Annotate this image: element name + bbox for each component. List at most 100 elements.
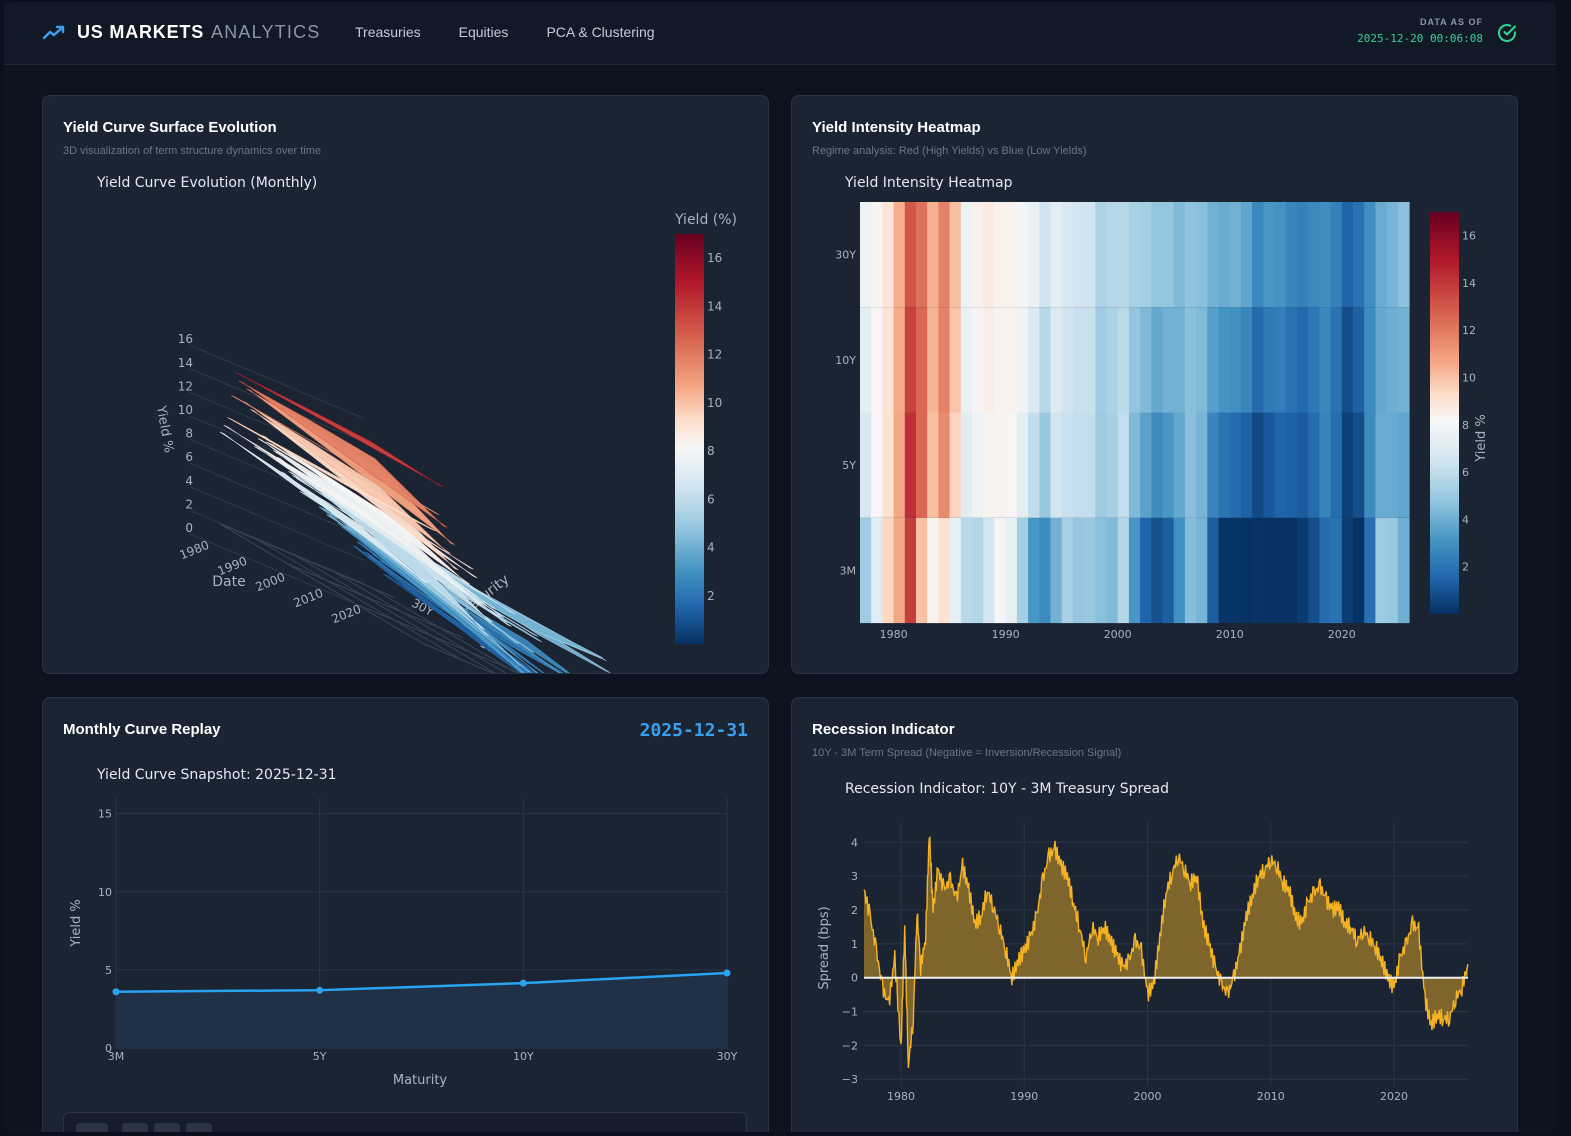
heatmap-cell <box>1229 517 1242 624</box>
heatmap-cell <box>1151 202 1164 308</box>
heatmap-cell <box>1005 412 1018 518</box>
z-axis-label: Yield % <box>153 404 176 454</box>
end-button[interactable] <box>186 1123 212 1132</box>
x-tick-label: 2020 <box>1380 1090 1408 1103</box>
data-point[interactable] <box>316 986 324 994</box>
date-tick-label: 2010 <box>292 586 326 610</box>
heatmap-cell <box>1319 307 1332 413</box>
x-tick-label: 1990 <box>992 628 1020 641</box>
heatmap-cell <box>1297 307 1309 413</box>
heatmap-cell <box>882 517 895 624</box>
next-button[interactable] <box>154 1123 180 1132</box>
spread-chart[interactable]: Recession Indicator: 10Y - 3M Treasury S… <box>792 698 1517 1132</box>
heatmap-cell <box>1297 517 1309 624</box>
surface-ribbon <box>223 425 432 563</box>
brand[interactable]: US MARKETS ANALYTICS <box>42 22 321 43</box>
heatmap-cell <box>1375 202 1388 308</box>
colorbar-tick-label: 8 <box>1462 419 1469 432</box>
heatmap-cell <box>1375 307 1388 413</box>
heatmap-cell <box>916 412 928 518</box>
heatmap-cell <box>960 517 973 624</box>
heatmap-cell <box>994 307 1007 413</box>
heatmap-cell <box>1151 517 1164 624</box>
heatmap-cell <box>1297 412 1309 518</box>
heatmap-cell <box>1285 412 1298 518</box>
heatmap-cell <box>927 412 939 518</box>
heatmap-cell <box>1106 202 1119 308</box>
y-tick-label: 4 <box>851 836 858 849</box>
heatmap-chart[interactable]: Yield Intensity Heatmap 30Y 10Y 5Y 3M 1980 19… <box>792 96 1517 673</box>
y-tick-label: 3M <box>840 564 857 577</box>
nav-item-pca-clustering[interactable]: PCA & Clustering <box>546 24 655 40</box>
data-as-of-value: 2025-12-20 00:06:08 <box>1357 32 1483 45</box>
heatmap-cell <box>960 307 973 413</box>
heatmap-cell <box>916 202 928 308</box>
surface-grid-line <box>423 643 495 673</box>
heatmap-cell <box>1173 307 1186 413</box>
heatmap-cell <box>1028 517 1040 624</box>
heatmap-cell <box>972 517 984 624</box>
heatmap-cell <box>1196 412 1208 518</box>
main-nav: Treasuries Equities PCA & Clustering <box>355 24 655 40</box>
heatmap-cell <box>927 307 939 413</box>
x-tick-label: 2000 <box>1104 628 1132 641</box>
heatmap-cell <box>1106 307 1119 413</box>
data-point[interactable] <box>723 969 731 977</box>
heatmap-cell <box>1039 412 1052 518</box>
panel-subtitle: Regime analysis: Red (High Yields) vs Bl… <box>812 145 1087 157</box>
panel-subtitle: 10Y - 3M Term Spread (Negative = Inversi… <box>812 747 1122 759</box>
data-point[interactable] <box>519 979 527 987</box>
heatmap-cell <box>1140 202 1152 308</box>
spread-area <box>864 837 1468 1068</box>
colorbar-tick-label: 14 <box>1462 277 1476 290</box>
heatmap-cell <box>1184 517 1197 624</box>
y-tick-label: 10 <box>98 886 112 899</box>
surface-grid-line <box>189 509 365 585</box>
heatmap-cell <box>1061 202 1074 308</box>
colorbar-tick-label: 8 <box>707 444 715 458</box>
nav-item-treasuries[interactable]: Treasuries <box>355 24 421 40</box>
heatmap-cell <box>893 307 906 413</box>
heatmap-cell <box>860 412 872 518</box>
heatmap-cell <box>1375 517 1388 624</box>
heatmap-cell <box>1140 412 1152 518</box>
heatmap-cell <box>1095 517 1108 624</box>
heatmap-cell <box>893 202 906 308</box>
brand-name: US MARKETS <box>77 22 205 42</box>
heatmap-cell <box>860 202 872 308</box>
prev-button[interactable] <box>122 1123 148 1132</box>
heatmap-cell <box>1061 307 1074 413</box>
surface-grid-line <box>355 603 522 673</box>
x-tick-label: 30Y <box>717 1050 738 1063</box>
heatmap-cell <box>1140 517 1152 624</box>
heatmap-cell <box>1039 307 1052 413</box>
heatmap-cell <box>983 202 995 308</box>
heatmap-cell <box>1240 202 1253 308</box>
snapshot-chart[interactable]: Yield Curve Snapshot: 2025-12-31 0 5 10 15 3… <box>43 698 768 1118</box>
heatmap-cell <box>994 517 1007 624</box>
heatmap-cell <box>1274 202 1287 308</box>
data-point[interactable] <box>112 988 120 996</box>
colorbar-tick-label: 2 <box>1462 561 1469 574</box>
heatmap-cell <box>904 412 917 518</box>
heatmap-cell <box>938 307 951 413</box>
z-tick-label: 14 <box>178 356 193 370</box>
heatmap-cell <box>1016 412 1029 518</box>
chart-title: Yield Curve Evolution (Monthly) <box>96 175 317 191</box>
heatmap-cell <box>949 202 962 308</box>
colorbar-title: Yield (%) <box>674 212 737 228</box>
heatmap-cell <box>882 412 895 518</box>
panel-title: Recession Indicator <box>812 721 955 738</box>
heatmap-cell <box>893 517 906 624</box>
heatmap-cell <box>1218 412 1231 518</box>
heatmap-cell <box>1039 202 1052 308</box>
surface-chart[interactable]: Yield Curve Evolution (Monthly) 16 14 12 10… <box>43 96 768 673</box>
surface-ribbon <box>352 545 525 673</box>
colorbar-tick-label: 4 <box>1462 513 1469 526</box>
play-button[interactable] <box>76 1123 108 1132</box>
heatmap-cell <box>1285 517 1298 624</box>
heatmap-cell <box>1128 412 1141 518</box>
x-tick-label: 2010 <box>1257 1090 1285 1103</box>
colorbar-tick-label: 2 <box>707 589 715 603</box>
nav-item-equities[interactable]: Equities <box>458 24 509 40</box>
